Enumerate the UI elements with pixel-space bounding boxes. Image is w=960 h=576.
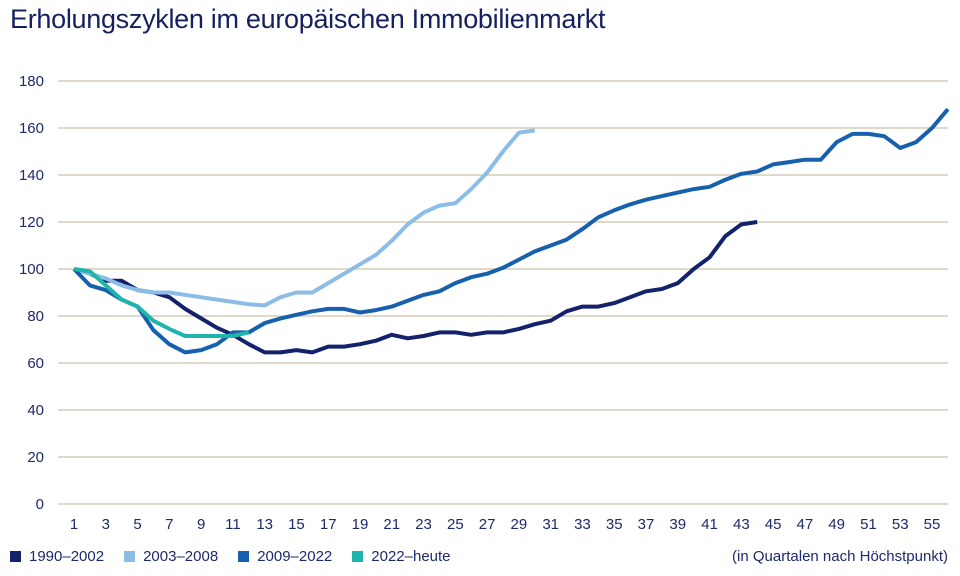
x-tick-label: 39	[669, 516, 686, 533]
y-axis-labels: 0 20 40 60 80 100 120 140 160 180	[19, 73, 44, 513]
x-tick-label: 9	[197, 516, 205, 533]
x-tick-label: 29	[511, 516, 528, 533]
y-tick-label: 20	[27, 449, 44, 466]
y-tick-label: 40	[27, 402, 44, 419]
x-axis-labels: 1 3 5 7 9 11 13 15 17 19 21 23 25 27 29 31 33 35 37 39 41 43 4…	[70, 516, 941, 533]
x-tick-label: 47	[797, 516, 814, 533]
legend-swatch	[238, 551, 250, 562]
x-tick-label: 55	[924, 516, 941, 533]
series-line-2009-2022	[72, 107, 950, 355]
series-line-2022-heute	[73, 267, 250, 338]
y-tick-label: 100	[19, 261, 44, 278]
x-tick-label: 19	[352, 516, 369, 533]
x-tick-label: 3	[102, 516, 110, 533]
x-tick-label: 31	[542, 516, 559, 533]
x-tick-label: 5	[133, 516, 141, 533]
y-tick-label: 80	[27, 308, 44, 325]
x-axis-note: (in Quartalen nach Höchstpunkt)	[732, 548, 948, 565]
gridlines	[58, 80, 948, 505]
y-tick-label: 160	[19, 120, 44, 137]
legend: 1990–2002 2003–2008 2009–2022 2022–heute	[10, 548, 471, 565]
x-tick-label: 1	[70, 516, 78, 533]
series-line-1990-2002	[73, 220, 758, 355]
x-tick-label: 33	[574, 516, 591, 533]
x-tick-label: 7	[165, 516, 173, 533]
y-tick-label: 120	[19, 214, 44, 231]
x-tick-label: 45	[765, 516, 782, 533]
legend-item-2009-2022: 2009–2022	[238, 548, 332, 565]
legend-item-2003-2008: 2003–2008	[124, 548, 218, 565]
x-tick-label: 51	[860, 516, 877, 533]
legend-item-1990-2002: 1990–2002	[10, 548, 104, 565]
series-lines	[72, 107, 950, 355]
legend-swatch	[10, 551, 21, 562]
y-tick-label: 180	[19, 73, 44, 90]
chart-title: Erholungszyklen im europäischen Immobili…	[10, 4, 606, 34]
x-tick-label: 23	[415, 516, 432, 533]
x-tick-label: 25	[447, 516, 464, 533]
x-tick-label: 35	[606, 516, 623, 533]
x-tick-label: 17	[320, 516, 337, 533]
x-tick-label: 13	[256, 516, 273, 533]
legend-item-2022-heute: 2022–heute	[352, 548, 451, 565]
series-line-2003-2008	[73, 128, 536, 308]
legend-label: 1990–2002	[29, 548, 105, 565]
legend-label: 2003–2008	[143, 548, 219, 565]
legend-swatch	[124, 551, 136, 562]
x-tick-label: 37	[638, 516, 655, 533]
x-tick-label: 49	[828, 516, 845, 533]
x-tick-label: 11	[225, 516, 241, 533]
x-tick-label: 53	[892, 516, 909, 533]
y-tick-label: 140	[19, 167, 44, 184]
x-tick-label: 21	[383, 516, 400, 533]
y-tick-label: 0	[36, 496, 44, 513]
y-tick-label: 60	[27, 355, 44, 372]
x-tick-label: 43	[733, 516, 750, 533]
legend-label: 2009–2022	[257, 548, 333, 565]
x-tick-label: 27	[479, 516, 496, 533]
x-tick-label: 41	[701, 516, 718, 533]
x-tick-label: 15	[288, 516, 305, 533]
legend-swatch	[352, 551, 364, 562]
legend-label: 2022–heute	[371, 548, 451, 565]
